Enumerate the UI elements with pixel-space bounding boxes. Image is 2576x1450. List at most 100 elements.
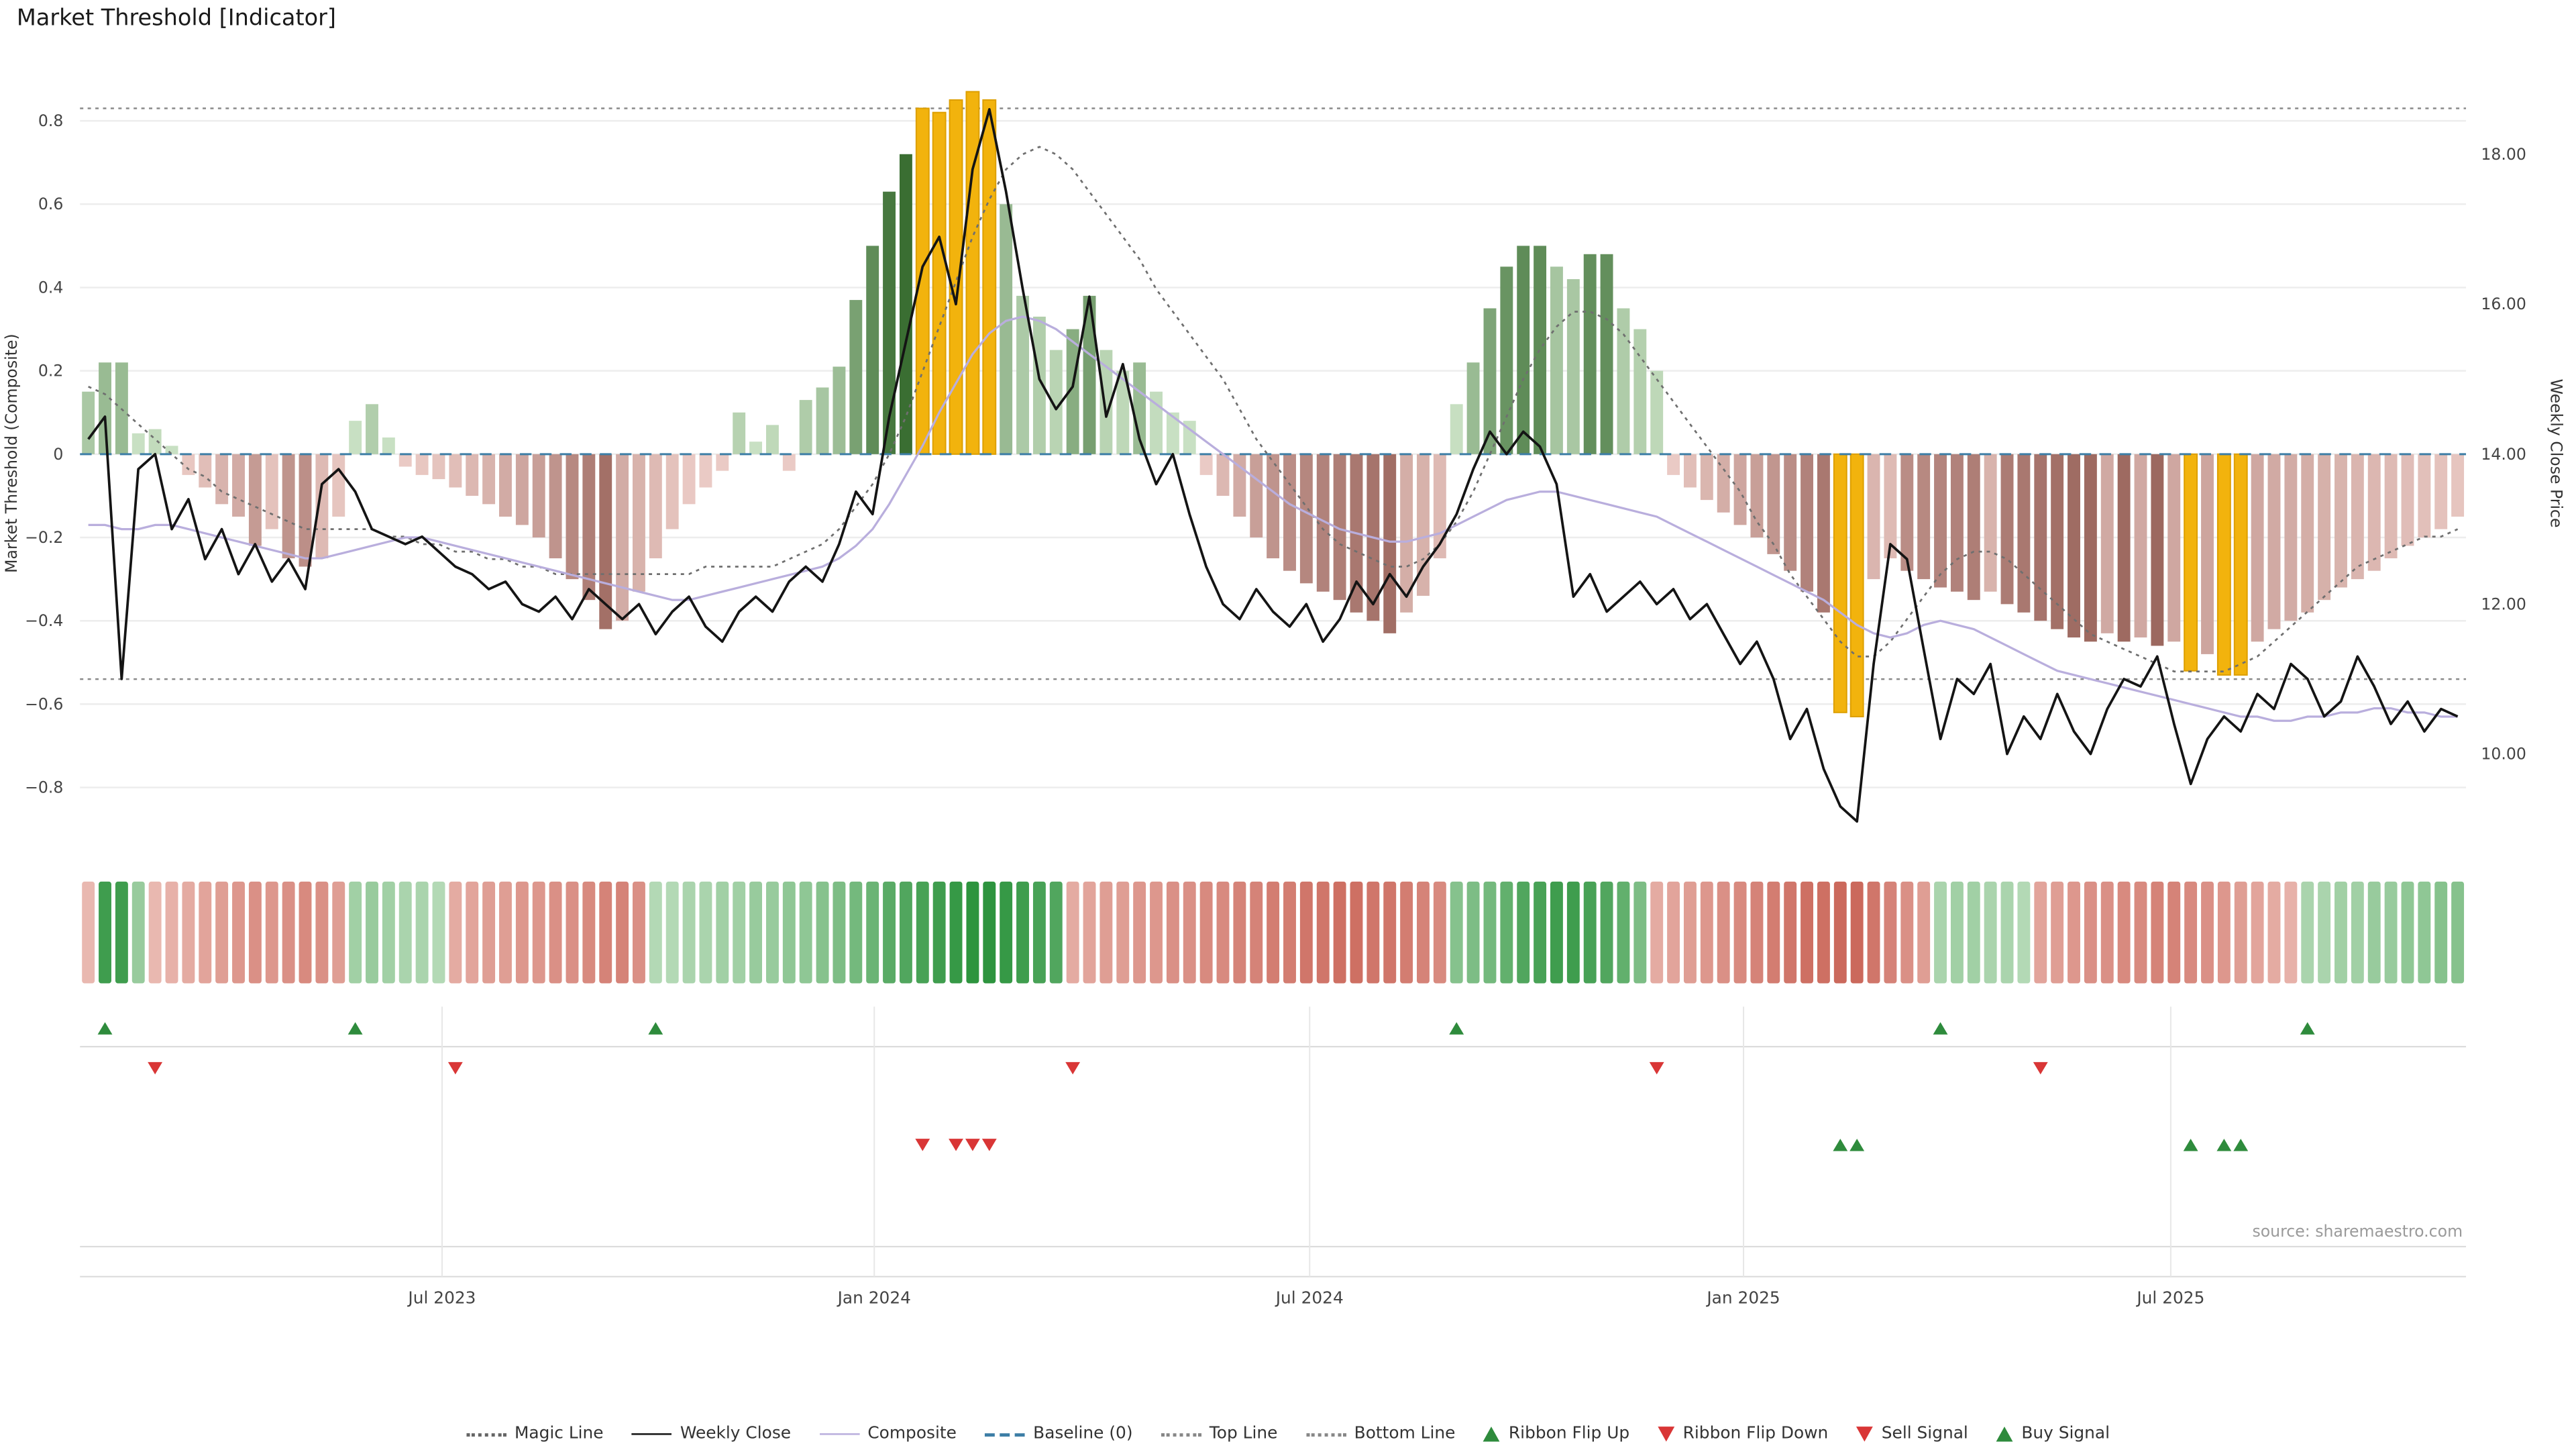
ribbon-cell — [932, 881, 946, 984]
ribbon-cell — [115, 881, 128, 984]
ribbon-cell — [849, 881, 863, 984]
ribbon-cell — [916, 881, 929, 984]
threshold-bar — [549, 454, 562, 559]
threshold-bar — [1849, 453, 1864, 718]
ribbon-cell — [1283, 881, 1296, 984]
ribbon-cell — [733, 881, 746, 984]
threshold-bar — [1900, 454, 1914, 571]
ribbon-cell — [398, 881, 412, 984]
threshold-bar — [2068, 454, 2080, 638]
ribbon-strip — [82, 881, 2465, 984]
threshold-bar — [749, 442, 763, 454]
ribbon-cell — [1733, 881, 1747, 984]
ribbon-cell — [199, 881, 212, 984]
ribbon-cell — [2301, 881, 2314, 984]
threshold-bar — [1400, 454, 1413, 613]
threshold-bar — [2216, 453, 2231, 676]
ribbon-cell — [2217, 881, 2231, 984]
ribbon-cell — [1934, 881, 1947, 984]
right-tick-label: 14.00 — [2481, 445, 2526, 464]
ribbon-cell — [1534, 881, 1547, 984]
ribbon-cell — [282, 881, 295, 984]
ribbon-flip-up-marker — [648, 1022, 663, 1035]
threshold-bar — [1466, 362, 1480, 454]
threshold-bar — [1016, 295, 1029, 454]
ribbon-cell — [1199, 881, 1213, 984]
left-tick-label: −0.2 — [25, 528, 63, 547]
buy-signal-marker — [2233, 1139, 2249, 1151]
threshold-bar — [1667, 454, 1680, 475]
ribbon-cell — [1116, 881, 1130, 984]
ribbon-cell — [1099, 881, 1113, 984]
threshold-bar — [566, 454, 579, 580]
right-tick-label: 16.00 — [2481, 295, 2526, 313]
threshold-bar — [1767, 454, 1780, 554]
chart-marks: 0.8 0.6 0.4 0.2 0 −0.2 −0.4 −0.6 −0.8 18.00 16.00 1… — [25, 91, 2526, 1307]
sell-signal-marker — [949, 1139, 963, 1151]
ribbon-cell — [2051, 881, 2064, 984]
ribbon-cell — [632, 881, 645, 984]
threshold-bar — [2117, 454, 2131, 642]
threshold-bar — [2233, 453, 2248, 676]
left-tick-label: 0.6 — [38, 195, 64, 213]
threshold-bar — [2267, 454, 2281, 629]
ribbon-cell — [1250, 881, 1263, 984]
ribbon-cell — [1032, 881, 1046, 984]
threshold-bar — [1500, 266, 1513, 454]
ribbon-cell — [215, 881, 229, 984]
threshold-bar — [131, 433, 145, 454]
threshold-bar — [332, 454, 345, 517]
threshold-bar — [1316, 454, 1330, 592]
ribbon-cell — [1717, 881, 1730, 984]
legend-item-sell-signal: Sell Signal — [1856, 1425, 1968, 1443]
ribbon-cell — [515, 881, 529, 984]
buy-signal-marker — [1849, 1139, 1865, 1151]
threshold-bar — [1299, 454, 1313, 584]
ribbon-cell — [1016, 881, 1029, 984]
threshold-bar — [2301, 454, 2314, 613]
ribbon-flip-up-marker — [347, 1022, 363, 1035]
sell-signal-marker — [915, 1139, 930, 1151]
x-tick-label: Jan 2025 — [1705, 1288, 1780, 1307]
ribbon-cell — [1600, 881, 1613, 984]
ribbon-cell — [1083, 881, 1096, 984]
ribbon-cell — [2367, 881, 2381, 984]
ribbon-cell — [649, 881, 662, 984]
threshold-bar — [1566, 279, 1580, 454]
buy-signal-marker — [2183, 1139, 2198, 1151]
ribbon-cell — [2334, 881, 2347, 984]
ribbon-cell — [1183, 881, 1196, 984]
dashed-line-icon — [985, 1432, 1025, 1436]
ribbon-cell — [1049, 881, 1063, 984]
ribbon-cell — [532, 881, 545, 984]
ribbon-cell — [966, 881, 979, 984]
threshold-bar — [2017, 454, 2031, 613]
threshold-bar — [482, 454, 496, 505]
threshold-bar — [883, 191, 896, 454]
left-axis-label: Market Threshold (Composite) — [2, 333, 21, 572]
ribbon-cell — [2167, 881, 2181, 984]
ribbon-cell — [1801, 881, 1813, 984]
threshold-bar — [515, 454, 529, 525]
threshold-bar — [965, 91, 980, 455]
ribbon-cell — [2418, 881, 2431, 984]
legend-item-ribbon-flip-down: Ribbon Flip Down — [1658, 1425, 1828, 1443]
legend-label: Bottom Line — [1354, 1425, 1456, 1443]
ribbon-cell — [699, 881, 712, 984]
threshold-bar — [1683, 454, 1697, 488]
threshold-bar — [398, 454, 412, 467]
threshold-bar — [1083, 295, 1096, 454]
threshold-bar — [1534, 246, 1547, 454]
ribbon-cell — [2284, 881, 2298, 984]
legend-item-ribbon-flip-up: Ribbon Flip Up — [1483, 1425, 1629, 1443]
legend-label: Composite — [867, 1425, 957, 1443]
threshold-bar — [1617, 308, 1630, 454]
ribbon-flip-down-marker — [1065, 1061, 1081, 1075]
threshold-bar — [1750, 454, 1764, 538]
ribbon-flip-up-marker — [1449, 1022, 1464, 1035]
threshold-bar — [2000, 454, 2014, 605]
ribbon-cell — [2034, 881, 2047, 984]
threshold-bar — [1166, 412, 1179, 454]
left-tick-label: 0.8 — [38, 111, 64, 130]
